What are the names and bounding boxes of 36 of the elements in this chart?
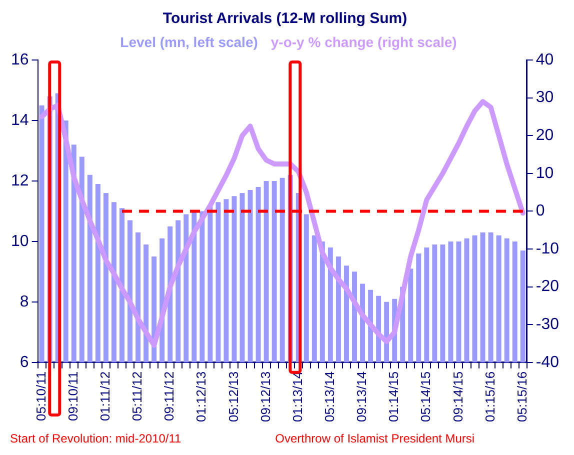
y-tick-label: 8 [20,293,29,310]
x-tick-label: 05:10/11 [33,371,48,422]
text: Start of Revolution: mid-2010/11 [10,431,182,446]
x-tick-label: 01:15/16 [482,371,498,422]
y-tick-label: 16 [11,51,29,68]
x-tick-label: 09:13/14 [354,371,370,422]
y2-tick-label: -40 [536,354,560,371]
y-tick-label: 12 [11,172,29,190]
x-tick-label: 09:10/11 [65,371,80,422]
x-tick-label: 05:12/13 [226,371,241,422]
y-tick-label: 6 [20,354,29,371]
x-tick-label: 01:14/15 [386,371,402,422]
text: Overthrow of Islamist President Mursi [275,431,475,446]
y-tick-label: 14 [11,112,29,129]
y2-tick-label: 30 [536,89,554,106]
y2-tick-label: -30 [536,316,560,334]
y2-tick-label: -10 [536,240,560,258]
x-tick-label: 09:12/13 [258,371,273,422]
y2-tick-label: -20 [536,278,560,296]
x-tick-label: 05:14/15 [418,371,434,422]
y2-tick-label: 20 [536,127,554,144]
x-tick-label: 05:11/12 [130,371,145,422]
text: y-o-y % change (right scale) [270,34,457,50]
x-tick-label: 01:12/13 [194,371,209,422]
y2-tick-label: 0 [536,202,545,220]
x-tick-label: 09:14/15 [450,371,466,422]
x-tick-label: 01:11/12 [98,371,113,422]
y2-tick-label: 40 [536,51,554,68]
y2-tick-label: 10 [536,164,554,182]
y-tick-label: 10 [11,232,29,250]
x-tick-label: 05:15/16 [514,371,530,422]
x-tick-label: 01:13/14 [290,371,305,422]
x-tick-label: 09:11/12 [162,371,177,422]
text: Level (mn, left scale) [120,34,258,50]
x-tick-label: 05:13/14 [322,371,338,422]
chart-title: Tourist Arrivals (12-M rolling Sum) [162,10,408,28]
